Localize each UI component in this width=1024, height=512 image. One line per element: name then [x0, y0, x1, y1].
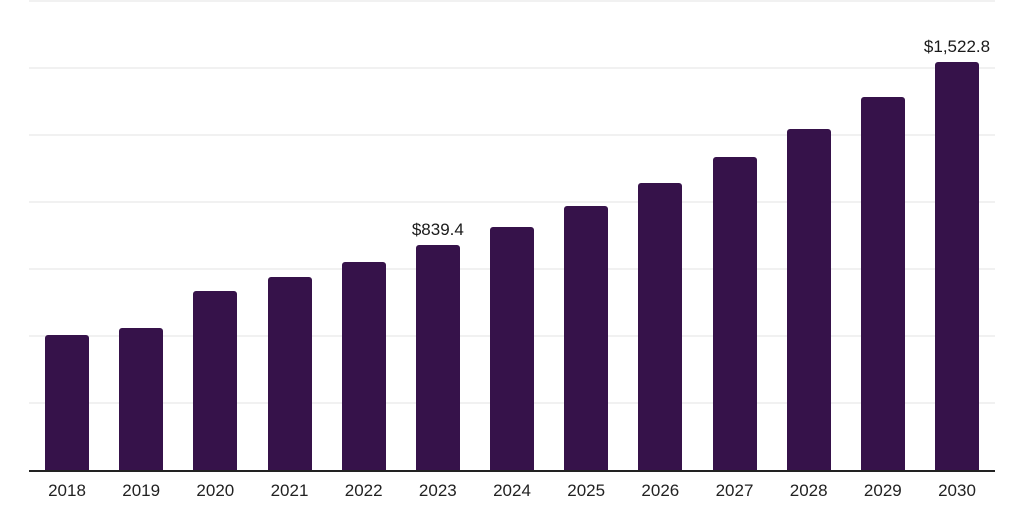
- bar-2030: [935, 62, 979, 470]
- x-axis-label-2025: 2025: [567, 481, 606, 500]
- x-axis-label-2019: 2019: [122, 481, 161, 500]
- bar-2021: [267, 277, 312, 470]
- bar-value-label-2023: $839.4: [411, 220, 464, 239]
- gridline: [29, 0, 995, 2]
- gridline: [29, 201, 995, 203]
- bar-2019: [119, 328, 164, 470]
- bar-2027: [712, 157, 757, 470]
- bar-2022: [341, 262, 386, 470]
- x-axis-label-2022: 2022: [344, 481, 383, 500]
- gridline: [29, 67, 995, 69]
- x-axis-line: [29, 470, 995, 472]
- bar-2025: [564, 206, 609, 470]
- bar-2018: [45, 335, 89, 470]
- x-axis-label-2021: 2021: [270, 481, 309, 500]
- x-axis: 2018 2019 2020 2021 2022 2023 2024 2025 2026 2027…: [29, 479, 995, 505]
- x-axis-label-2029: 2029: [863, 481, 902, 500]
- bar-value-label-2030: $1,522.8: [923, 37, 991, 56]
- x-axis-label-2026: 2026: [641, 481, 680, 500]
- bar-2026: [638, 183, 683, 470]
- x-axis-label-2028: 2028: [789, 481, 828, 500]
- plot-area: $839.4 $1,522.8: [29, 0, 995, 470]
- x-axis-label-2024: 2024: [493, 481, 531, 500]
- x-axis-label-2027: 2027: [715, 481, 754, 500]
- x-axis-label-2020: 2020: [196, 481, 235, 500]
- bar-2023: [415, 245, 460, 470]
- bar-2029: [860, 97, 905, 470]
- x-axis-label-2018: 2018: [48, 481, 86, 500]
- bar-2020: [193, 291, 238, 470]
- bar-2024: [490, 227, 534, 470]
- x-axis-label-2030: 2030: [938, 481, 976, 500]
- bar-2028: [786, 129, 831, 470]
- gridline: [29, 134, 995, 136]
- x-axis-label-2023: 2023: [418, 481, 457, 500]
